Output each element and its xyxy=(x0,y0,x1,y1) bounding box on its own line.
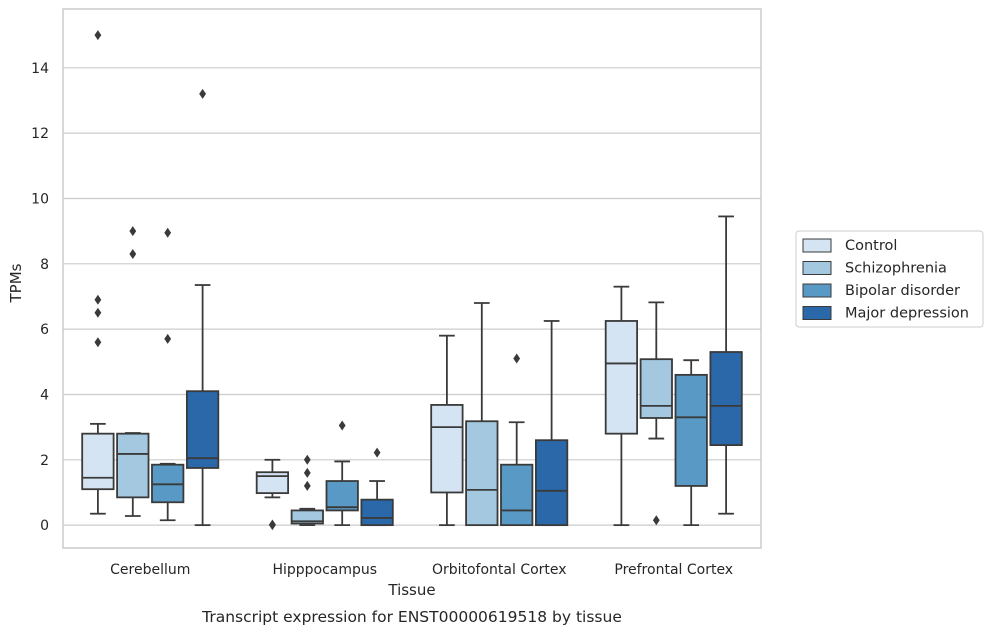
box-0-0 xyxy=(81,30,115,515)
y-tick-label: 8 xyxy=(40,257,49,273)
iqr-box xyxy=(360,498,394,527)
x-tick-label: Orbitofontal Cortex xyxy=(432,562,567,578)
iqr-box xyxy=(534,439,569,527)
y-tick-label: 6 xyxy=(40,322,49,338)
outlier-point xyxy=(129,249,137,259)
y-tick-label: 10 xyxy=(31,191,49,207)
outlier-point xyxy=(303,480,311,491)
box-3-1 xyxy=(639,301,673,526)
outlier-point xyxy=(94,30,102,41)
legend-frame xyxy=(795,230,984,328)
outlier-point xyxy=(164,333,172,344)
box-3-3 xyxy=(709,215,743,515)
outlier-point xyxy=(303,467,311,478)
y-tick-label: 14 xyxy=(31,61,49,77)
legend-swatch xyxy=(802,261,832,275)
outlier-point xyxy=(338,420,346,431)
box-0-2 xyxy=(151,227,185,522)
iqr-box xyxy=(255,471,290,495)
plot-frame xyxy=(62,8,762,549)
iqr-box xyxy=(604,320,639,435)
outlier-point xyxy=(269,519,276,530)
box-0-1 xyxy=(116,226,150,517)
iqr-box xyxy=(325,480,359,512)
y-axis-label: TPMs xyxy=(7,263,25,303)
legend-swatch xyxy=(802,283,832,298)
iqr-box xyxy=(430,404,464,494)
box-2-3 xyxy=(534,320,569,527)
iqr-box xyxy=(81,432,115,491)
outlier-point xyxy=(94,294,102,305)
box-groups xyxy=(81,30,743,531)
chart-caption: Transcript expression for ENST0000061951… xyxy=(201,608,622,626)
y-tick-label: 12 xyxy=(31,126,49,142)
legend-swatch xyxy=(802,238,832,253)
iqr-box xyxy=(674,373,708,487)
legend-label: Major depression xyxy=(845,306,969,322)
outlier-point xyxy=(513,353,521,364)
legend: Control Schizophrenia Bipolar disorder Majo… xyxy=(795,230,984,328)
outlier-point xyxy=(129,226,137,237)
box-1-1 xyxy=(290,454,324,527)
box-1-0 xyxy=(255,458,290,531)
y-tick-label: 0 xyxy=(40,518,49,534)
legend-label: Schizophrenia xyxy=(845,261,947,277)
box-1-2 xyxy=(325,420,359,527)
x-axis-label: Tissue xyxy=(387,581,435,599)
outlier-point xyxy=(652,515,660,526)
y-tick-label: 4 xyxy=(40,387,49,403)
box-2-0 xyxy=(430,334,464,527)
outlier-point xyxy=(199,88,206,99)
iqr-box xyxy=(639,358,673,419)
grid-lines xyxy=(63,67,761,526)
box-3-2 xyxy=(674,359,708,527)
legend-items: Control Schizophrenia Bipolar disorder Majo… xyxy=(802,238,969,322)
legend-label: Control xyxy=(845,238,897,254)
iqr-box xyxy=(709,351,743,446)
box-2-2 xyxy=(500,353,534,527)
y-tick-label: 2 xyxy=(40,453,49,469)
outlier-point xyxy=(94,337,102,348)
outlier-point xyxy=(303,454,311,465)
iqr-box xyxy=(116,432,150,499)
x-tick-labels: Cerebellum Hipppocampus Orbitofontal Corte… xyxy=(110,562,733,578)
box-3-0 xyxy=(604,285,639,527)
x-tick-label: Cerebellum xyxy=(110,562,190,578)
iqr-box xyxy=(465,420,499,527)
iqr-box xyxy=(500,463,534,527)
x-tick-label: Prefrontal Cortex xyxy=(614,562,733,578)
legend-label: Bipolar disorder xyxy=(845,283,960,299)
y-tick-labels: 0 2 4 6 8 10 12 14 xyxy=(31,61,49,534)
outlier-point xyxy=(94,307,102,318)
outlier-point xyxy=(373,447,381,458)
iqr-box xyxy=(185,390,220,469)
legend-swatch xyxy=(802,306,832,320)
x-tick-label: Hipppocampus xyxy=(272,562,377,578)
box-2-1 xyxy=(465,302,499,527)
box-1-3 xyxy=(360,447,394,527)
iqr-box xyxy=(290,509,324,525)
outlier-point xyxy=(164,227,172,238)
box-0-3 xyxy=(185,88,220,527)
